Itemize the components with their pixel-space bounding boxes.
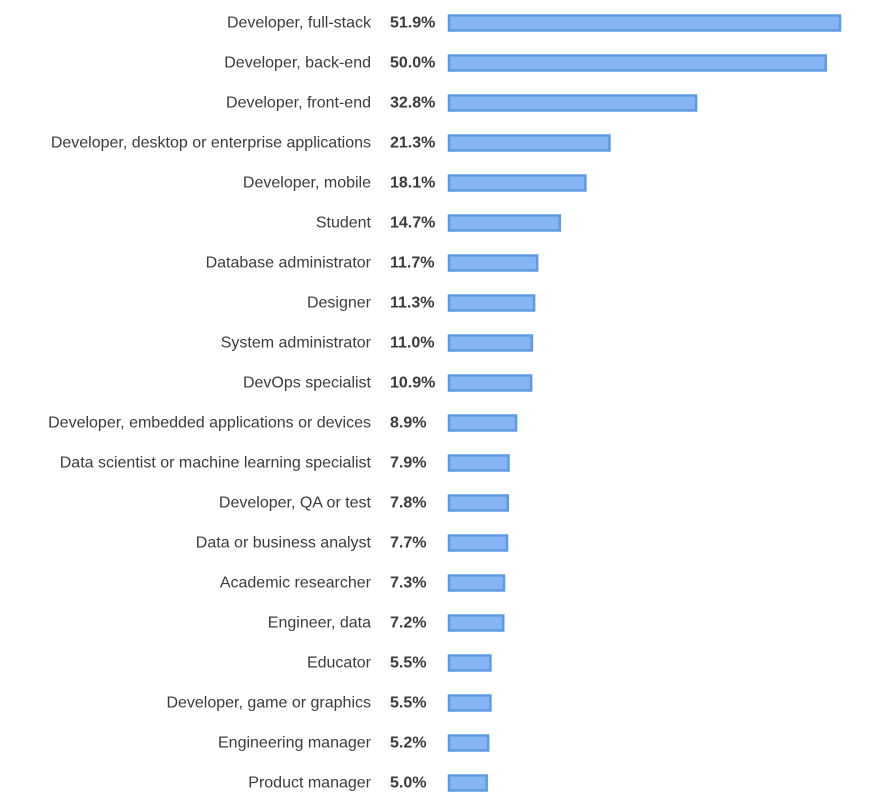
category-label: Product manager — [248, 775, 371, 792]
bar — [447, 654, 492, 672]
category-label: Student — [316, 215, 372, 232]
value-label: 50.0% — [390, 55, 435, 72]
value-label: 5.2% — [390, 735, 426, 752]
value-label: 7.3% — [390, 575, 426, 592]
bar — [447, 174, 587, 192]
bar — [447, 574, 506, 592]
category-label: Developer, desktop or enterprise applica… — [51, 135, 371, 152]
category-label: System administrator — [221, 335, 372, 352]
value-label: 11.0% — [390, 335, 434, 352]
bar — [447, 774, 488, 792]
bar — [447, 54, 827, 72]
category-label: Developer, embedded applications or devi… — [48, 415, 371, 432]
bar — [447, 334, 534, 352]
bar — [447, 694, 492, 712]
bar — [447, 14, 842, 32]
category-label: Data or business analyst — [196, 535, 372, 552]
bar — [447, 374, 533, 392]
category-label: Developer, QA or test — [219, 495, 372, 512]
bar — [447, 414, 518, 432]
bar — [447, 494, 510, 512]
bar — [447, 294, 536, 312]
value-label: 7.9% — [390, 455, 426, 472]
category-label: Developer, mobile — [243, 175, 371, 192]
category-label: Data scientist or machine learning speci… — [60, 455, 372, 472]
value-label: 14.7% — [390, 215, 435, 232]
bar — [447, 734, 490, 752]
value-label: 11.3% — [390, 295, 434, 312]
bar — [447, 454, 510, 472]
value-label: 7.2% — [390, 615, 426, 632]
category-label: Engineering manager — [218, 735, 372, 752]
bar — [447, 214, 561, 232]
value-label: 11.7% — [390, 255, 434, 272]
category-label: Developer, front-end — [226, 95, 371, 112]
category-label: Database administrator — [206, 255, 372, 272]
value-label: 5.5% — [390, 695, 426, 712]
category-label: Engineer, data — [268, 615, 371, 632]
value-label: 7.8% — [390, 495, 426, 512]
value-label: 8.9% — [390, 415, 426, 432]
bar — [447, 94, 698, 112]
value-label: 32.8% — [390, 95, 435, 112]
value-label: 18.1% — [390, 175, 435, 192]
value-label: 5.5% — [390, 655, 426, 672]
value-label: 51.9% — [390, 15, 435, 32]
category-label: DevOps specialist — [243, 375, 372, 392]
category-label: Designer — [307, 295, 372, 312]
bar — [447, 134, 611, 152]
bar — [447, 254, 539, 272]
value-label: 10.9% — [390, 375, 435, 392]
value-label: 7.7% — [390, 535, 426, 552]
category-label: Developer, game or graphics — [166, 695, 371, 712]
value-label: 5.0% — [390, 775, 426, 792]
value-label: 21.3% — [390, 135, 435, 152]
bar — [447, 534, 509, 552]
category-label: Developer, back-end — [224, 55, 371, 72]
bar — [447, 614, 505, 632]
category-label: Developer, full-stack — [227, 15, 372, 32]
category-label: Academic researcher — [220, 575, 372, 592]
category-label: Educator — [307, 655, 372, 672]
